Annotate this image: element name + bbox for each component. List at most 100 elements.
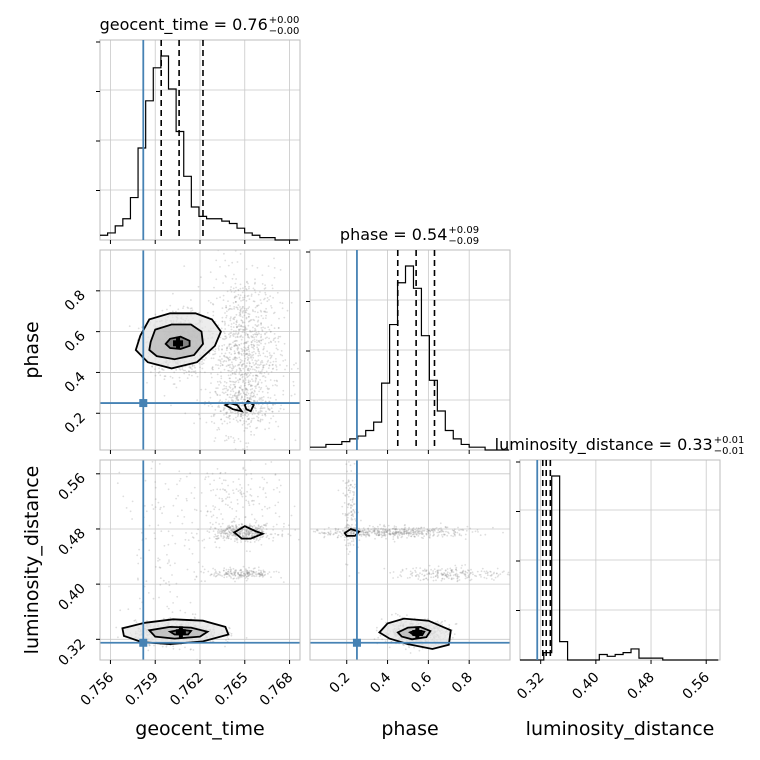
scatter-point (242, 310, 245, 312)
scatter-point (236, 340, 238, 342)
scatter-point (435, 621, 437, 623)
scatter-point (455, 622, 458, 625)
scatter-point (241, 365, 243, 368)
scatter-point (148, 549, 151, 552)
scatter-point (239, 328, 242, 331)
scatter-point (240, 396, 243, 399)
scatter-point (224, 352, 227, 355)
scatter-point (238, 393, 241, 396)
scatter-point (264, 505, 266, 508)
scatter-point (218, 345, 221, 347)
scatter-point (277, 533, 280, 536)
scatter-point (264, 310, 266, 313)
scatter-point (237, 289, 240, 291)
scatter-point (279, 301, 282, 304)
scatter-point (272, 529, 274, 531)
scatter-point (223, 252, 225, 255)
scatter-point (239, 374, 242, 377)
scatter-point (219, 399, 222, 402)
scatter-point (225, 349, 228, 352)
scatter-point (404, 526, 407, 529)
scatter-point (252, 300, 255, 303)
scatter-point (219, 380, 221, 383)
scatter-point (268, 337, 270, 340)
scatter-point (246, 573, 249, 576)
scatter-point (254, 400, 256, 403)
scatter-point (223, 536, 226, 539)
scatter-point (270, 407, 273, 410)
scatter-point (266, 300, 269, 303)
scatter-point (246, 352, 248, 355)
scatter-point (248, 369, 251, 372)
scatter-point (348, 532, 350, 534)
scatter-point (241, 319, 244, 322)
scatter-point (235, 306, 238, 309)
scatter-point (137, 678, 139, 680)
scatter-point (241, 395, 243, 398)
scatter-point (268, 328, 271, 331)
scatter-point (258, 332, 260, 335)
scatter-point (241, 495, 244, 498)
scatter-point (244, 396, 246, 398)
scatter-point (247, 574, 250, 577)
scatter-point (242, 362, 245, 365)
scatter-point (225, 337, 228, 339)
scatter-point (225, 387, 228, 390)
scatter-point (377, 533, 380, 536)
scatter-point (274, 512, 277, 515)
scatter-point (167, 543, 170, 546)
scatter-point (381, 535, 384, 537)
scatter-point (218, 477, 221, 480)
scatter-point (386, 638, 389, 641)
scatter-point (366, 531, 368, 534)
scatter-point (232, 492, 235, 494)
scatter-point (247, 502, 250, 504)
scatter-point (261, 359, 263, 362)
scatter-point (247, 531, 250, 534)
scatter-point (444, 620, 446, 622)
scatter-point (432, 530, 435, 533)
scatter-point (235, 528, 238, 530)
scatter-point (250, 293, 253, 296)
scatter-panel-geocent_time-phase (96, 249, 301, 454)
scatter-point (212, 567, 215, 570)
scatter-point (181, 509, 183, 512)
scatter-point (266, 406, 269, 408)
scatter-point (217, 426, 220, 429)
scatter-point (218, 400, 221, 403)
scatter-point (261, 330, 264, 332)
scatter-point (413, 535, 416, 538)
scatter-point (254, 306, 257, 309)
scatter-point (170, 404, 172, 407)
scatter-point (373, 530, 376, 533)
scatter-point (384, 525, 386, 528)
scatter-point (242, 381, 244, 384)
scatter-point (261, 390, 264, 393)
scatter-point (272, 536, 275, 539)
scatter-point (240, 335, 242, 338)
scatter-point (215, 575, 218, 577)
scatter-point (218, 384, 220, 386)
scatter-point (225, 416, 228, 419)
scatter-point (232, 399, 235, 402)
scatter-point (214, 575, 217, 578)
scatter-point (119, 609, 122, 612)
scatter-point (353, 530, 355, 533)
scatter-point (245, 536, 248, 538)
scatter-point (275, 570, 278, 573)
scatter-point (273, 267, 276, 269)
scatter-point (234, 373, 237, 376)
scatter-point (267, 388, 269, 391)
scatter-point (492, 526, 494, 529)
scatter-point (466, 525, 469, 528)
scatter-point (243, 331, 246, 334)
scatter-point (233, 528, 236, 531)
scatter-point (435, 527, 438, 529)
scatter-point (249, 396, 252, 399)
scatter-point (264, 327, 266, 329)
scatter-point (452, 535, 454, 538)
scatter-point (255, 377, 257, 379)
scatter-point (230, 316, 232, 318)
scatter-point (171, 574, 173, 576)
scatter-point (259, 299, 262, 301)
